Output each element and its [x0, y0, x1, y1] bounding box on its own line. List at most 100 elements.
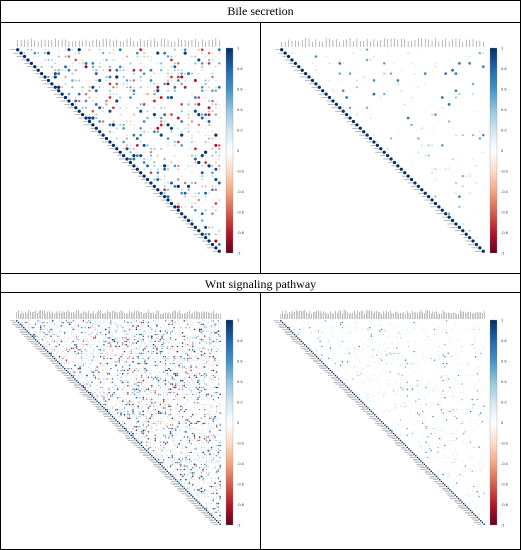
correlation-cell [132, 147, 135, 150]
correlation-cell [173, 380, 175, 382]
correlation-cell [128, 417, 131, 420]
correlation-cell [190, 369, 192, 372]
correlation-cell [141, 342, 143, 344]
correlation-cell [219, 453, 221, 455]
correlation-cell [175, 477, 177, 479]
correlation-cell [163, 427, 165, 430]
correlation-cell [212, 492, 215, 495]
correlation-cell [89, 381, 91, 383]
correlation-cell [26, 321, 28, 324]
correlation-cell [112, 392, 114, 394]
correlation-cell [194, 199, 196, 201]
correlation-cell [40, 62, 43, 65]
correlation-cell [166, 398, 168, 400]
correlation-cell [137, 404, 139, 406]
correlation-cell [201, 175, 204, 178]
correlation-cell [127, 422, 129, 424]
correlation-cell [164, 378, 167, 380]
correlation-cell [438, 120, 440, 123]
correlation-cell [137, 417, 139, 419]
correlation-cell [125, 347, 127, 349]
correlation-cell [212, 395, 214, 397]
correlation-cell [195, 363, 197, 365]
correlation-cell [125, 376, 127, 378]
correlation-cell [147, 448, 150, 450]
correlation-cell [154, 347, 156, 349]
correlation-cell [110, 381, 112, 383]
correlation-cell [102, 59, 104, 61]
correlation-cell [164, 414, 166, 416]
correlation-cell [134, 368, 136, 370]
correlation-cell [166, 422, 168, 424]
correlation-cell [328, 79, 331, 82]
correlation-cell [173, 345, 175, 347]
correlation-cell [159, 436, 161, 438]
correlation-cell [180, 405, 182, 408]
correlation-cell [219, 497, 221, 500]
correlation-cell [197, 359, 199, 361]
correlation-cell [151, 439, 153, 441]
correlation-cell [152, 113, 156, 117]
correlation-cell [209, 363, 211, 365]
correlation-cell [180, 347, 182, 349]
correlation-cell [192, 432, 194, 435]
correlation-cell [181, 415, 184, 418]
correlation-cell [115, 340, 117, 342]
correlation-cell [171, 395, 173, 397]
correlation-cell [151, 376, 153, 378]
correlation-cell [101, 395, 103, 397]
correlation-cell [197, 498, 199, 500]
correlation-cell [137, 323, 139, 325]
correlation-cell [139, 330, 141, 332]
correlation-cell [175, 407, 177, 409]
correlation-cell [211, 72, 214, 75]
correlation-cell [137, 433, 139, 435]
correlation-cell [93, 327, 95, 329]
diagonal-cell [106, 410, 109, 413]
correlation-cell [205, 356, 207, 358]
correlation-cell [129, 351, 131, 353]
correlation-cell [200, 467, 202, 469]
correlation-cell [192, 332, 194, 334]
correlation-cell [195, 364, 197, 366]
correlation-cell [152, 417, 155, 419]
correlation-cell [383, 90, 385, 92]
correlation-cell [468, 55, 471, 58]
correlation-cell [219, 463, 221, 465]
correlation-cell [194, 113, 197, 116]
correlation-cell [180, 110, 183, 113]
correlation-cell [199, 421, 201, 423]
correlation-cell [76, 375, 78, 377]
correlation-cell [115, 404, 117, 406]
correlation-cell [175, 356, 177, 358]
correlation-cell [216, 337, 218, 339]
correlation-cell [146, 439, 148, 441]
correlation-cell [103, 405, 105, 407]
correlation-cell [115, 99, 119, 103]
correlation-cell [212, 334, 214, 336]
correlation-cell [103, 381, 105, 383]
correlation-cell [207, 414, 209, 416]
correlation-cell [192, 398, 194, 400]
correlation-cell [161, 335, 163, 337]
correlation-cell [118, 410, 120, 412]
correlation-cell [105, 359, 107, 361]
correlation-cell [207, 412, 209, 414]
correlation-cell [183, 376, 185, 378]
correlation-cell [192, 347, 194, 349]
correlation-cell [192, 383, 194, 385]
correlation-cell [188, 468, 190, 470]
correlation-cell [137, 364, 139, 366]
correlation-cell [108, 344, 110, 346]
correlation-cell [47, 66, 50, 68]
correlation-cell [192, 421, 194, 423]
correlation-cell [200, 344, 202, 346]
correlation-cell [156, 168, 159, 171]
correlation-cell [132, 357, 134, 360]
correlation-cell [139, 347, 141, 349]
correlation-cell [187, 482, 189, 484]
correlation-cell [197, 376, 199, 378]
correlation-cell [52, 354, 54, 356]
correlation-cell [140, 374, 143, 377]
correlation-cell [164, 373, 166, 375]
